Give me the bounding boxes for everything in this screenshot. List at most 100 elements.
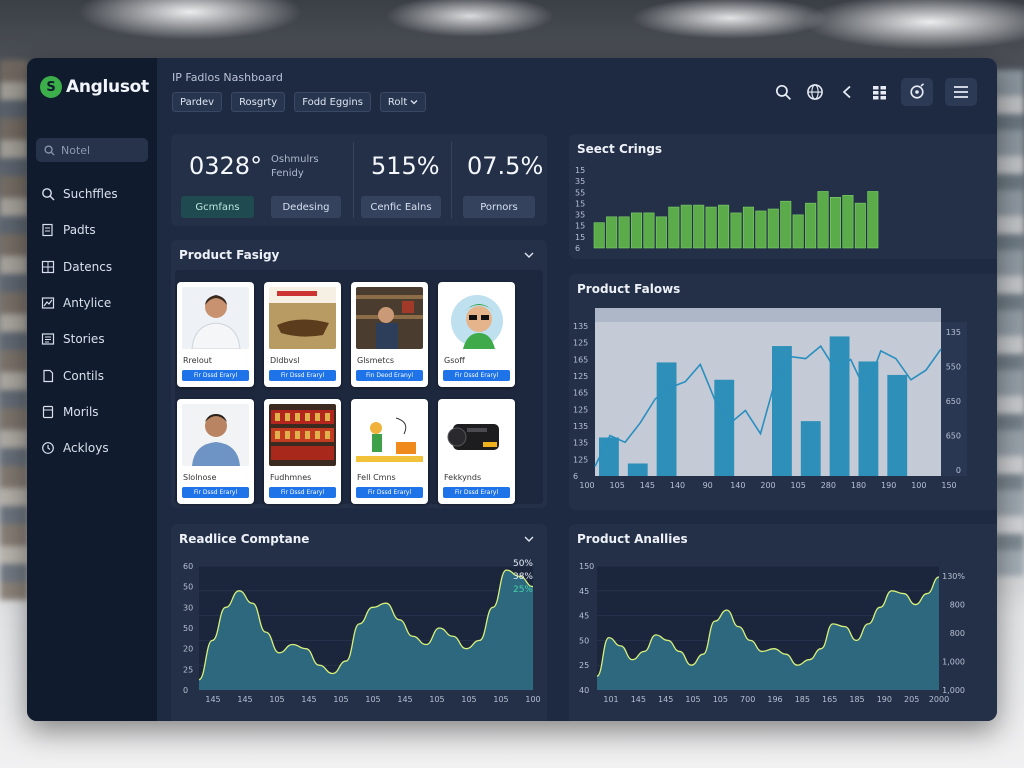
product-name: Gsoff: [444, 356, 465, 365]
grid-icon: [41, 260, 55, 273]
main-content: IP Fadlos Nashboard Pardev Rosgrty Fodd …: [157, 58, 997, 721]
product-name: Slolnose: [183, 473, 217, 482]
product-card[interactable]: Slolnose Fir Dssd Eraryl: [177, 399, 254, 504]
y-tick-label: 45: [579, 612, 589, 621]
search-button[interactable]: [773, 82, 793, 102]
product-card[interactable]: Fekkynds Fir Dssd Eraryl: [438, 399, 515, 504]
product-card[interactable]: Gsoff Fir Dssd Eraryl: [438, 282, 515, 387]
bar: [618, 216, 630, 249]
sidebar-item-ackloys[interactable]: Ackloys: [41, 430, 118, 466]
y-tick-label-right: 550: [946, 363, 961, 372]
kpi-button-dedesing[interactable]: Dedesing: [271, 196, 341, 218]
sidebar-item-label: Antylice: [63, 296, 112, 311]
bar: [854, 202, 866, 249]
globe-button[interactable]: [805, 82, 825, 102]
bar: [656, 362, 677, 476]
y-tick-label: 15: [575, 199, 585, 208]
sidebar-item-datencs[interactable]: Datencs: [41, 249, 118, 285]
bar: [887, 374, 908, 476]
y-tick-label: 125: [573, 405, 588, 414]
tab-fodd-eggins[interactable]: Fodd Eggins: [294, 92, 371, 112]
product-button[interactable]: Fir Dssd Eraryl: [443, 487, 510, 498]
legend-label: 38%: [513, 572, 533, 582]
apps-button[interactable]: [869, 82, 889, 102]
y-tick-label: 50: [183, 583, 193, 592]
product-name: Rrelout: [183, 356, 212, 365]
legend-label: 50%: [513, 559, 533, 569]
bar: [792, 214, 804, 249]
y-tick-label: 150: [579, 562, 594, 571]
sidebar-item-suchffles[interactable]: Suchffles: [41, 176, 118, 212]
x-tick-label: 145: [237, 695, 252, 704]
product-image-sketch-figure: [356, 404, 423, 466]
tab-rosgrty[interactable]: Rosgrty: [231, 92, 286, 112]
background-shelf-right: [994, 70, 1024, 590]
kpi-button-pornors[interactable]: Pornors: [463, 196, 535, 218]
product-button[interactable]: Fir Dssd Eraryl: [269, 487, 336, 498]
x-tick-label: 140: [730, 481, 745, 490]
y-tick-label-right: 1,000: [942, 658, 965, 667]
y-tick-label: 125: [573, 455, 588, 464]
y-tick-label: 60: [183, 562, 193, 571]
y-tick-label: 35: [575, 177, 585, 186]
product-button[interactable]: Fir Dssd Eraryl: [182, 370, 249, 381]
bar: [829, 196, 841, 249]
y-tick-label-right: 130%: [942, 572, 965, 581]
chevron-down-icon[interactable]: [523, 249, 535, 261]
search-icon: [44, 144, 55, 156]
bar: [730, 212, 742, 249]
sidebar-item-padts[interactable]: Padts: [41, 212, 118, 248]
bar: [668, 206, 680, 249]
product-card[interactable]: Glsmetcs Fin Deod Eranyl: [351, 282, 428, 387]
x-tick-label: 180: [851, 481, 866, 490]
card-title: Product Falows: [577, 282, 681, 296]
bar: [858, 361, 879, 476]
y-tick-label: 125: [573, 372, 588, 381]
product-name: Dldbvsl: [270, 356, 300, 365]
kpi-main-sub1: Oshmulrs: [271, 154, 319, 165]
product-card[interactable]: Fell Cmns Fir Dssd Eraryl: [351, 399, 428, 504]
y-tick-label: 15: [575, 222, 585, 231]
sidebar-item-stories[interactable]: Stories: [41, 321, 118, 357]
y-tick-label: 45: [579, 587, 589, 596]
bar: [805, 202, 817, 249]
kpi-button-cenfic-ealns[interactable]: Cenfic Ealns: [361, 196, 441, 218]
tab-rolt-dropdown[interactable]: Rolt: [379, 92, 427, 112]
sidebar-item-contils[interactable]: Contils: [41, 357, 118, 393]
document-icon: [42, 224, 53, 237]
y-tick-label-right: 800: [950, 601, 965, 610]
chevron-down-icon[interactable]: [523, 533, 535, 545]
product-card[interactable]: Dldbvsl Fir Dssd Eraryl: [264, 282, 341, 387]
y-tick-label: 20: [183, 645, 193, 654]
sidebar-item-antylice[interactable]: Antylice: [41, 285, 118, 321]
x-tick-label: 145: [301, 695, 316, 704]
product-button[interactable]: Fir Dssd Eraryl: [443, 370, 510, 381]
search-icon: [42, 188, 55, 201]
product-button[interactable]: Fir Dssd Eraryl: [269, 370, 336, 381]
sidebar-item-label: Ackloys: [63, 441, 109, 456]
product-button[interactable]: Fir Dssd Eraryl: [356, 487, 423, 498]
product-card[interactable]: Rrelout Fir Dssd Eraryl: [177, 282, 254, 387]
brand[interactable]: S Anglusot: [40, 76, 149, 98]
menu-button[interactable]: [945, 78, 977, 106]
x-tick-label: 105: [269, 695, 284, 704]
back-button[interactable]: [837, 82, 857, 102]
kpi-button-gcmfans[interactable]: Gcmfans: [181, 196, 254, 218]
bar: [829, 336, 850, 476]
card-title: Seect Crings: [577, 142, 663, 156]
product-card[interactable]: Fudhmnes Fir Dssd Eraryl: [264, 399, 341, 504]
tab-pardev[interactable]: Pardev: [172, 92, 223, 112]
plot-background: [595, 322, 941, 476]
product-name: Glsmetcs: [357, 356, 395, 365]
sidebar-item-morils[interactable]: Morils: [41, 394, 118, 430]
bar: [842, 195, 854, 249]
x-tick-label: 145: [205, 695, 220, 704]
y-tick-label: 165: [573, 389, 588, 398]
kpi-main-value: 0328°: [189, 152, 263, 180]
sidebar-search-input[interactable]: Notel: [36, 138, 148, 162]
product-button[interactable]: Fin Deod Eranyl: [356, 370, 423, 381]
file-icon: [43, 369, 54, 382]
settings-button[interactable]: [901, 78, 933, 106]
x-tick-label: 100: [525, 695, 540, 704]
product-button[interactable]: Fir Dssd Eraryl: [182, 487, 249, 498]
